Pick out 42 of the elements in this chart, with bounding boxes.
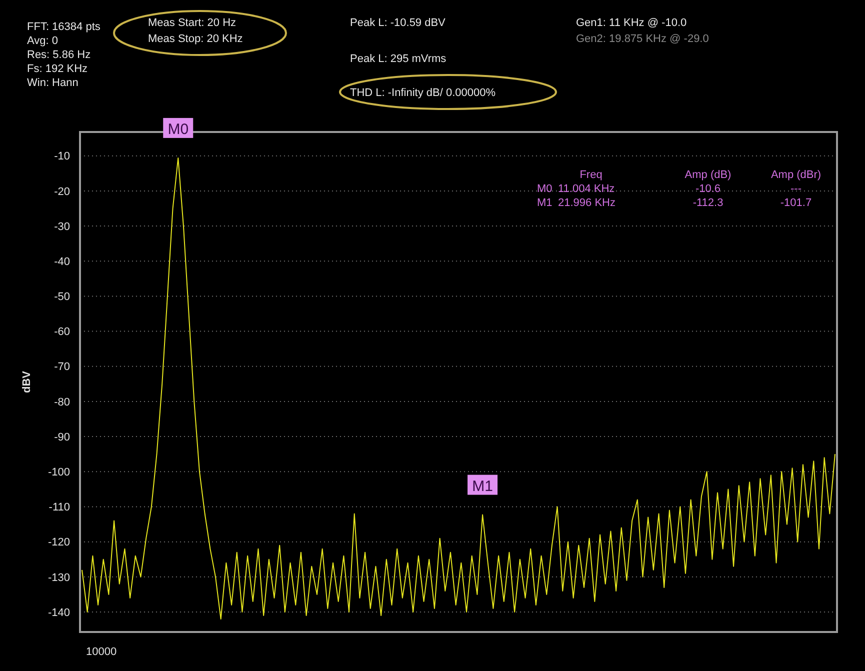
- y-tick-label: -90: [54, 431, 70, 444]
- text: Meas Stop: 20 KHz: [148, 33, 243, 45]
- annotation: M0: [168, 120, 189, 138]
- y-tick-label: -20: [54, 186, 70, 198]
- y-tick-label: -10: [54, 150, 70, 163]
- y-tick-label: -30: [54, 220, 70, 233]
- annotation: Freq: [580, 169, 602, 181]
- annotation: M1: [472, 478, 493, 495]
- annotation: Amp (dB): [684, 169, 732, 181]
- y-tick-label: -130: [48, 572, 70, 584]
- text: Win: Hann: [27, 77, 78, 89]
- line-series: [82, 157, 836, 620]
- annotation: -112.3: [692, 197, 724, 209]
- y-tick-label: -80: [54, 396, 70, 408]
- text: Res: 5.86 Hz: [27, 49, 91, 61]
- text: Avg: 0: [27, 35, 58, 47]
- annotation: -101.7: [780, 197, 812, 209]
- annotation: 11.004 KHz: [558, 183, 615, 195]
- y-tick-label: -100: [48, 466, 70, 478]
- y-tick-label: -60: [54, 326, 70, 338]
- y-axis-title: dBV: [21, 370, 33, 393]
- annotation: 21.996 KHz: [558, 197, 616, 209]
- y-tick-label: -110: [48, 502, 70, 514]
- annotation: M0: [537, 183, 552, 195]
- text: Peak L: 295 mVrms: [350, 53, 447, 65]
- annotation: ---: [790, 183, 802, 195]
- annotation: Amp (dBr): [770, 169, 822, 181]
- text: 10000: [86, 646, 117, 658]
- y-tick-label: -70: [54, 361, 70, 374]
- text: Meas Start: 20 Hz: [148, 17, 236, 29]
- annotation: -10.6: [695, 183, 721, 195]
- text: Gen2: 19.875 KHz @ -29.0: [576, 33, 709, 45]
- y-tick-label: -40: [54, 256, 70, 268]
- text: FFT: 16384 pts: [27, 21, 101, 33]
- y-tick-label: -120: [48, 536, 70, 549]
- annotation: M1: [537, 197, 552, 209]
- text: THD L: -Infinity dB/ 0.00000%: [350, 87, 496, 99]
- text: Fs: 192 KHz: [27, 63, 88, 75]
- text: Gen1: 11 KHz @ -10.0: [576, 17, 687, 29]
- y-tick-label: -140: [48, 606, 70, 619]
- text: Peak L: -10.59 dBV: [350, 17, 446, 29]
- y-tick-label: -50: [54, 291, 70, 304]
